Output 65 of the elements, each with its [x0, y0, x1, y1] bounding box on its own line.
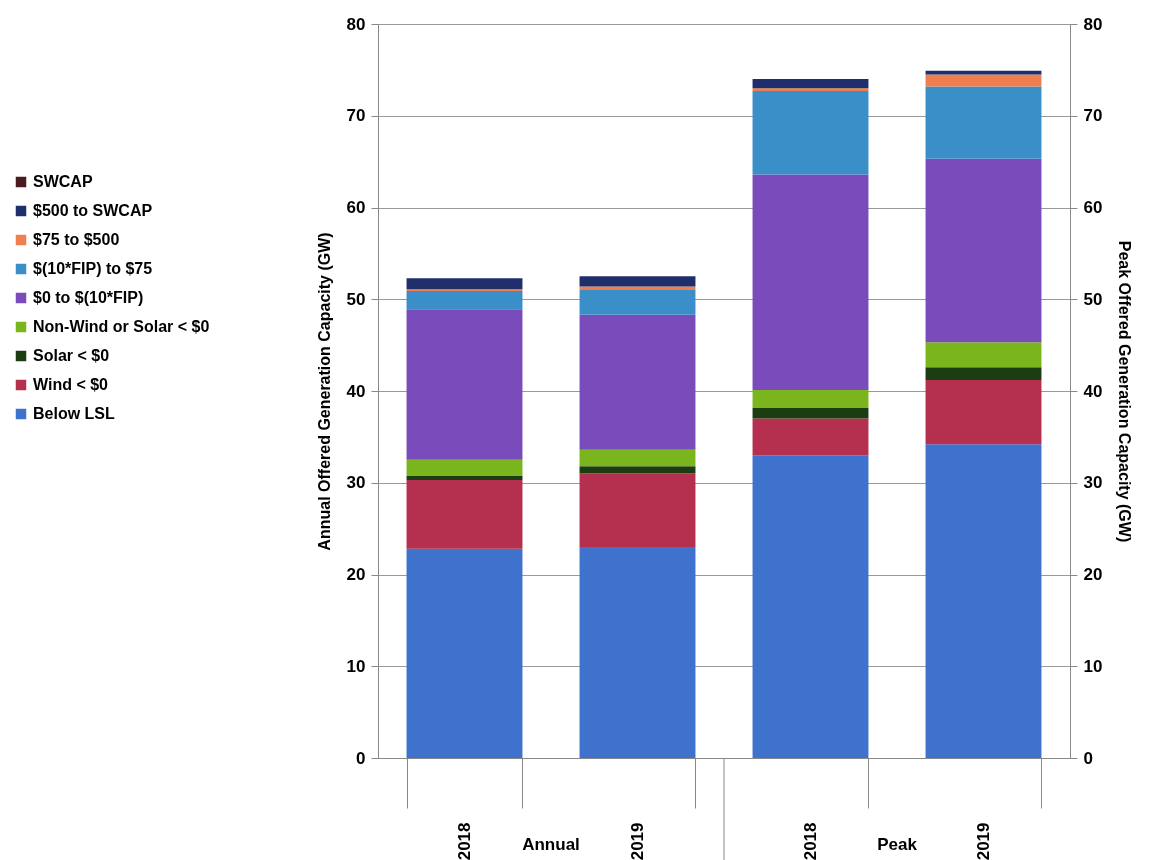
bar [925, 367, 1042, 380]
bar [406, 475, 523, 480]
y-tick-label: 70 [346, 106, 366, 126]
bar [752, 174, 869, 391]
bar [752, 79, 869, 89]
legend-label: $0 to $(10*FIP) [33, 289, 144, 306]
bar [579, 473, 696, 547]
y2-tick-label: 70 [1083, 106, 1103, 126]
bar [752, 90, 869, 175]
bar [406, 548, 523, 758]
legend-label: Wind < $0 [33, 376, 109, 393]
y2-tick-label: 80 [1083, 14, 1103, 34]
y2-tick-label: 10 [1083, 656, 1103, 676]
bar [925, 342, 1042, 368]
bar [752, 88, 869, 91]
y2-tick-label: 50 [1083, 289, 1103, 309]
bar [579, 290, 696, 315]
bar [406, 459, 523, 476]
legend-label: $500 to SWCAP [33, 202, 153, 219]
x-tick-label: 2019 [628, 822, 647, 860]
bar [925, 444, 1042, 758]
text: Peak [877, 835, 918, 854]
legend-label: SWCAP [33, 173, 93, 190]
x-tick-label: 2019 [974, 822, 993, 860]
bar [579, 276, 696, 287]
bar [925, 74, 1042, 87]
y-tick-label: 80 [346, 14, 366, 34]
bar [752, 455, 869, 758]
legend-label: $(10*FIP) to $75 [33, 260, 153, 277]
bar [579, 449, 696, 467]
y2-tick-label: 40 [1083, 381, 1103, 401]
bar [579, 286, 696, 291]
y-tick-label: 20 [346, 565, 366, 584]
y2-tick-label: 0 [1083, 748, 1093, 768]
x-tick-label: 2018 [455, 822, 474, 860]
legend-label: Non-Wind or Solar < $0 [33, 318, 210, 335]
y-tick-label: 60 [346, 198, 366, 217]
y-axis-title: Annual Offered Generation Capacity (GW) [315, 232, 333, 551]
y-tick-label: 30 [346, 473, 366, 493]
bar [752, 407, 869, 419]
bar [406, 290, 523, 310]
bar [925, 379, 1042, 445]
y2-axis-title: Peak Offered Generation Capacity (GW) [1116, 240, 1134, 543]
y2-tick-label: 30 [1083, 473, 1103, 493]
y-tick-label: 0 [356, 748, 366, 768]
bar [406, 278, 523, 290]
y2-tick-label: 20 [1083, 565, 1103, 584]
bar [925, 158, 1042, 343]
bar [925, 86, 1042, 159]
bar [579, 546, 696, 758]
legend-label: Below LSL [33, 405, 116, 422]
bar [579, 466, 696, 474]
bar [752, 390, 869, 408]
bar [579, 314, 696, 450]
bar [406, 480, 523, 549]
y2-tick-label: 60 [1083, 198, 1103, 217]
bar [752, 418, 869, 456]
x-tick-label: 2018 [801, 822, 820, 860]
y-tick-label: 40 [346, 381, 366, 401]
y-tick-label: 50 [346, 289, 366, 309]
text: Annual [522, 835, 580, 854]
legend-label: Solar < $0 [33, 347, 110, 364]
legend-label: $75 to $500 [33, 231, 120, 248]
y-tick-label: 10 [346, 656, 366, 676]
bar [406, 309, 523, 460]
